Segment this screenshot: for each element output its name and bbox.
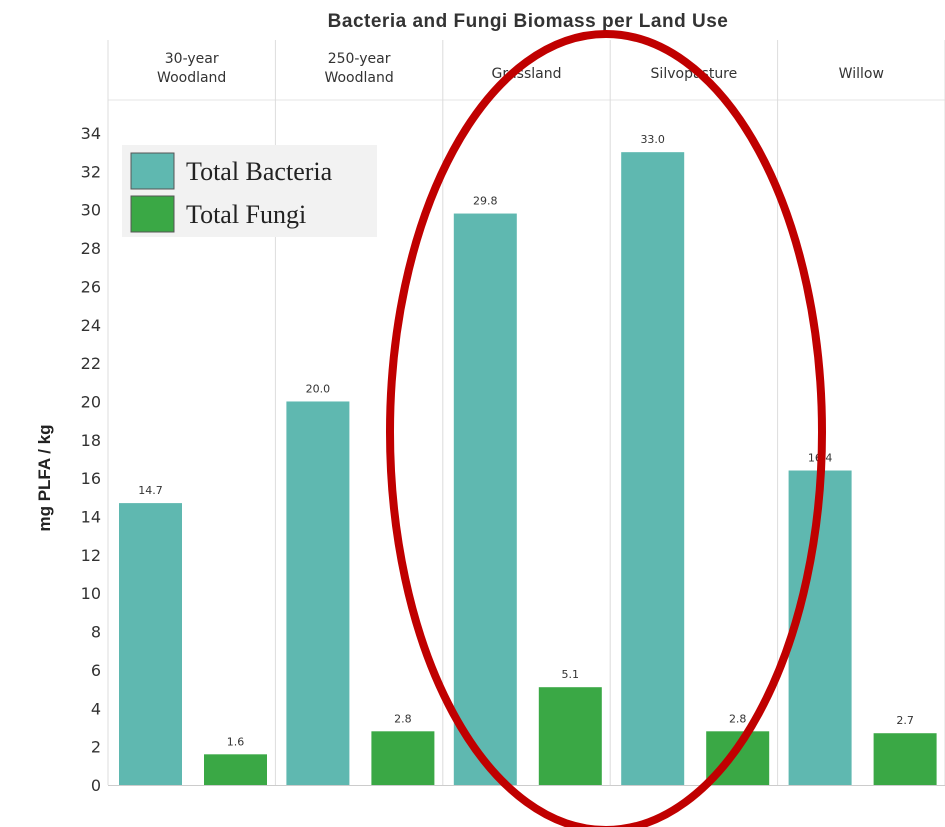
y-tick-label: 12 [81,546,101,565]
y-tick-label: 0 [91,776,101,795]
y-tick-label: 24 [81,316,101,335]
chart-title: Bacteria and Fungi Biomass per Land Use [328,11,729,32]
category-label: 30-year [165,51,219,67]
data-label: 2.7 [896,714,914,727]
data-label: 33.0 [640,133,665,146]
highlight-layer [386,30,826,827]
y-tick-label: 8 [91,623,101,642]
highlight-ellipse [386,30,826,827]
data-label: 2.8 [394,712,412,725]
category-label: Silvopasture [651,66,738,82]
y-tick-label: 4 [91,699,101,718]
legend-swatch-fungi [130,195,175,233]
data-label: 1.6 [227,735,245,748]
y-tick-label: 28 [81,239,101,258]
bacteria-bar [621,152,685,786]
category-label: 250-year [328,51,391,67]
y-tick-label: 2 [91,738,101,757]
legend-swatch-bacteria [130,152,175,190]
bacteria-bar [119,503,182,785]
fungi-bar [873,733,937,785]
bacteria-bar [453,213,517,785]
data-label: 2.8 [729,712,747,725]
legend-label-bacteria: Total Bacteria [186,157,333,186]
y-tick-label: 32 [81,162,101,181]
fungi-bar [204,754,267,785]
data-label: 14.7 [138,484,163,497]
y-tick-label: 10 [81,584,101,603]
bacteria-bar [286,401,350,785]
data-label: 29.8 [473,195,498,208]
y-tick-label: 34 [81,124,101,143]
data-label: 5.1 [562,668,580,681]
category-label: Willow [839,66,884,82]
y-tick-label: 26 [81,277,101,296]
data-label: 20.0 [306,382,331,395]
y-tick-label: 20 [81,392,101,411]
fungi-bar [371,731,435,785]
y-tick-label: 22 [81,354,101,373]
legend-label-fungi: Total Fungi [186,200,306,229]
y-tick-label: 6 [91,661,101,680]
y-axis-label: mg PLFA / kg [35,424,54,531]
legend: Total Bacteria Total Fungi [122,145,377,237]
category-label: Woodland [324,70,393,86]
bars-layer [119,152,937,786]
category-label: Woodland [157,70,226,86]
y-tick-label: 14 [81,508,101,527]
y-tick-label: 30 [81,201,101,220]
y-tick-label: 16 [81,469,101,488]
y-tick-label: 18 [81,431,101,450]
fungi-bar [538,687,602,785]
